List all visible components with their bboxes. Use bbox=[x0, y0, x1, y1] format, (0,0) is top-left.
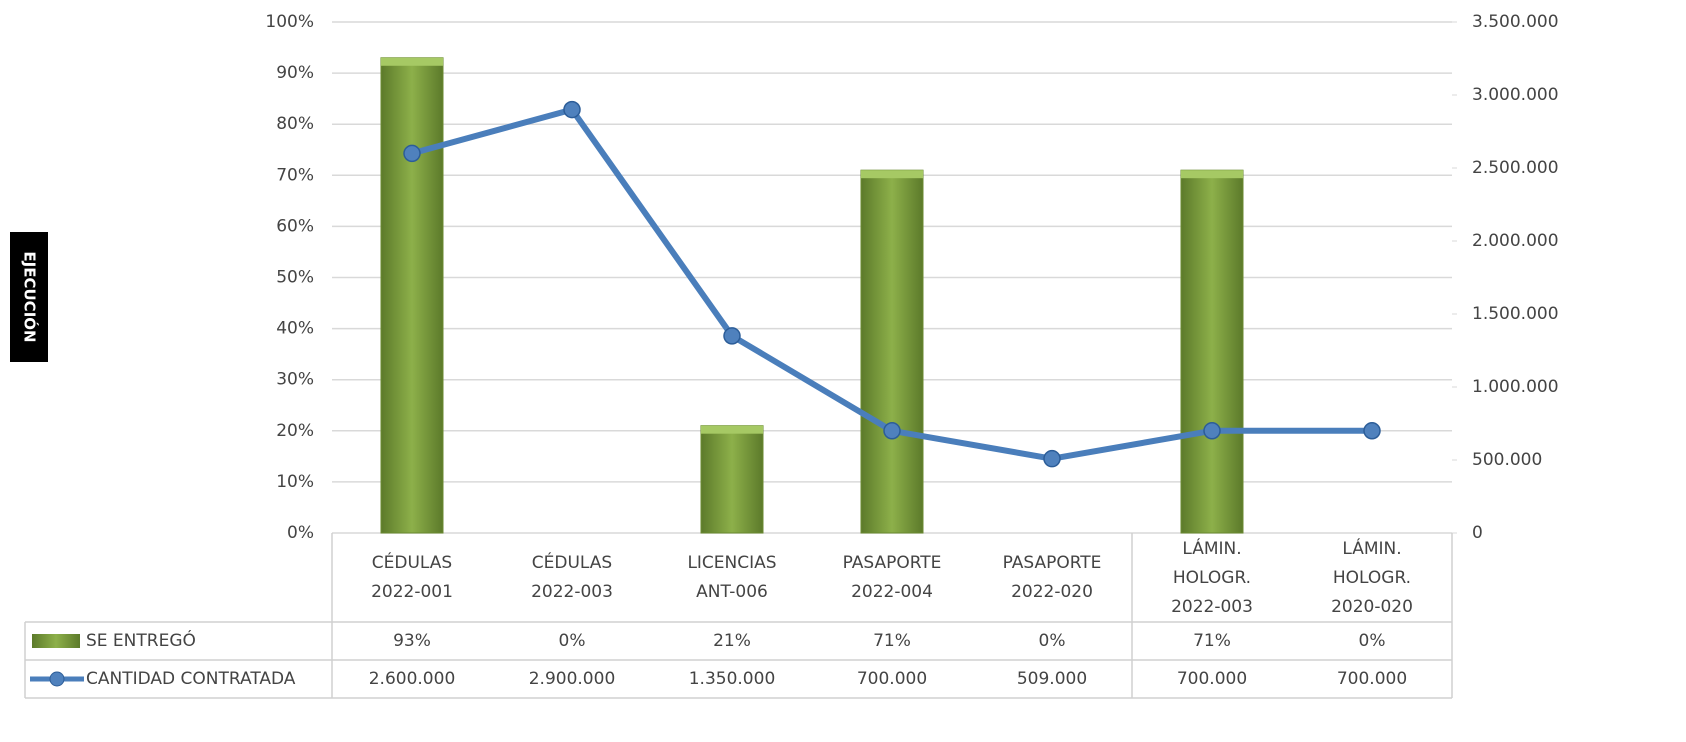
table-value: 93% bbox=[393, 631, 431, 651]
table-value: 700.000 bbox=[1177, 669, 1247, 689]
y2-tick-label: 2.000.000 bbox=[1472, 231, 1559, 251]
x-tick-label: CÉDULAS 2022-001 bbox=[371, 553, 453, 602]
y-tick-label: 40% bbox=[276, 319, 314, 339]
x-tick-label: CÉDULAS 2022-003 bbox=[531, 553, 613, 602]
y-tick-label: 30% bbox=[276, 370, 314, 390]
bar-cap bbox=[381, 57, 443, 66]
y2-tick-label: 1.500.000 bbox=[1472, 304, 1559, 324]
line-marker bbox=[403, 144, 421, 163]
table-value: 71% bbox=[873, 631, 911, 651]
y-axis-label: EJECUCIÓN bbox=[21, 251, 40, 342]
table-value: 0% bbox=[1359, 631, 1386, 651]
y2-tick-label: 0 bbox=[1472, 523, 1483, 543]
y-tick-label: 50% bbox=[276, 268, 314, 288]
y2-tick-label: 500.000 bbox=[1472, 450, 1542, 470]
x-tick-label: LÁMIN. HOLOGR. 2020-020 bbox=[1331, 538, 1413, 617]
bar bbox=[380, 57, 444, 534]
bar bbox=[860, 169, 924, 534]
y-tick-label: 0% bbox=[287, 523, 314, 543]
x-tick-label: PASAPORTE 2022-020 bbox=[1002, 553, 1102, 602]
table-value: 700.000 bbox=[1337, 669, 1407, 689]
bar bbox=[1180, 169, 1244, 534]
x-tick-label: LICENCIAS ANT-006 bbox=[687, 553, 777, 602]
bar bbox=[700, 425, 764, 534]
table-value: 2.900.000 bbox=[529, 669, 616, 689]
table-value: 1.350.000 bbox=[689, 669, 776, 689]
y2-tick-label: 1.000.000 bbox=[1472, 377, 1559, 397]
line-marker bbox=[1363, 422, 1381, 440]
bar-cap bbox=[861, 170, 923, 179]
table-value: 700.000 bbox=[857, 669, 927, 689]
legend-label: SE ENTREGÓ bbox=[86, 629, 196, 651]
y-tick-label: 100% bbox=[265, 12, 314, 32]
line-marker bbox=[883, 422, 901, 440]
y-tick-label: 10% bbox=[276, 472, 314, 492]
table-value: 71% bbox=[1193, 631, 1231, 651]
table-value: 21% bbox=[713, 631, 751, 651]
table-value: 0% bbox=[1039, 631, 1066, 651]
x-tick-label: PASAPORTE 2022-004 bbox=[842, 553, 942, 602]
y-tick-label: 70% bbox=[276, 165, 314, 185]
y-tick-label: 90% bbox=[276, 63, 314, 83]
y-tick-label: 60% bbox=[276, 216, 314, 236]
table-value: 0% bbox=[559, 631, 586, 651]
line-marker bbox=[1203, 422, 1221, 440]
line-marker bbox=[723, 327, 741, 345]
y2-tick-label: 3.000.000 bbox=[1472, 85, 1559, 105]
legend-key bbox=[32, 634, 80, 648]
y-tick-label: 80% bbox=[276, 114, 314, 134]
y2-tick-label: 2.500.000 bbox=[1472, 158, 1559, 178]
bar-cap bbox=[701, 425, 763, 434]
y-tick-label: 20% bbox=[276, 421, 314, 441]
y-label-box bbox=[10, 232, 48, 362]
legend-key-marker bbox=[49, 671, 65, 687]
table-value: 509.000 bbox=[1017, 669, 1087, 689]
x-tick-label: LÁMIN. HOLOGR. 2022-003 bbox=[1171, 538, 1253, 617]
bar-cap bbox=[1181, 170, 1243, 179]
line-marker bbox=[1043, 449, 1061, 468]
y2-tick-label: 3.500.000 bbox=[1472, 12, 1559, 32]
line-marker bbox=[563, 100, 581, 119]
legend-label: CANTIDAD CONTRATADA bbox=[86, 669, 296, 689]
table-value: 2.600.000 bbox=[369, 669, 456, 689]
